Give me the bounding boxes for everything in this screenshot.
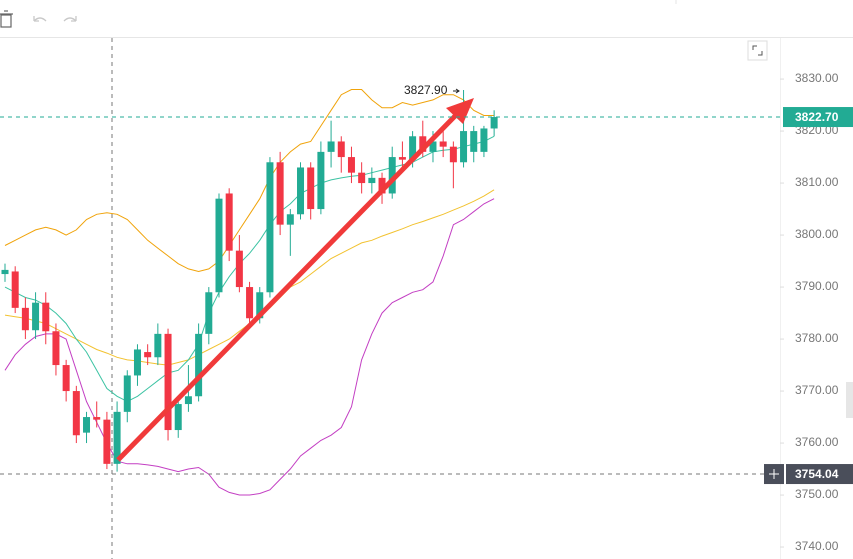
- undo-button[interactable]: [33, 16, 47, 22]
- candle-body: [368, 177, 376, 184]
- candle-body: [460, 131, 468, 163]
- y-tick-label: 3790.00: [795, 279, 839, 293]
- high-arrow: [453, 88, 460, 94]
- crosshair-price-label: 3754.04: [795, 467, 839, 481]
- y-tick-label: 3760.00: [795, 435, 839, 449]
- candle-body: [235, 250, 243, 288]
- candle-body: [276, 162, 284, 225]
- candle-body: [337, 141, 345, 158]
- candle-body: [205, 292, 213, 334]
- indicator-line: [4, 135, 495, 403]
- candle-body: [42, 302, 50, 332]
- candle-body: [32, 302, 40, 331]
- candle-body: [62, 365, 70, 392]
- candle-body: [215, 198, 223, 293]
- candle-body: [490, 117, 498, 129]
- y-tick-label: 3740.00: [795, 539, 839, 553]
- candle-body: [378, 177, 386, 194]
- candle-body: [52, 331, 60, 366]
- y-tick-label: 3780.00: [795, 331, 839, 345]
- indicator-line: [4, 189, 495, 366]
- y-tick-label: 3830.00: [795, 71, 839, 85]
- candle-body: [449, 146, 457, 163]
- candle-body: [174, 404, 182, 431]
- candle-body: [439, 141, 447, 147]
- candle-body: [184, 396, 192, 405]
- candle-body: [103, 419, 111, 464]
- candle-body: [347, 157, 355, 173]
- last-price-box: [783, 107, 853, 128]
- candle-body: [21, 307, 29, 331]
- last-price-label: 3822.70: [795, 110, 839, 124]
- candle-body: [307, 167, 315, 210]
- candle-body: [480, 128, 488, 152]
- candle-body: [398, 157, 406, 160]
- candle-body: [470, 131, 478, 152]
- candle-body: [429, 141, 437, 152]
- high-label: 3827.90: [404, 83, 448, 97]
- indicator-line: [4, 198, 495, 496]
- y-tick-label: 3810.00: [795, 175, 839, 189]
- candle-body: [409, 136, 417, 160]
- candle-body: [164, 333, 172, 431]
- side-handle[interactable]: [846, 382, 853, 418]
- candle-body: [286, 214, 294, 225]
- y-tick-label: 3750.00: [795, 487, 839, 501]
- candle-body: [72, 391, 80, 436]
- candle-body: [419, 136, 427, 152]
- candle-body: [358, 172, 366, 184]
- indicator-line: [4, 89, 495, 273]
- candle-body: [327, 141, 335, 152]
- delete-button[interactable]: [0, 10, 13, 28]
- y-tick-label: 3770.00: [795, 383, 839, 397]
- candle-body: [195, 333, 203, 397]
- fullscreen-button[interactable]: [747, 40, 768, 61]
- candle-body: [246, 287, 254, 319]
- candle-body: [11, 271, 19, 308]
- redo-button[interactable]: [63, 16, 77, 22]
- crosshair-price-box: [786, 464, 853, 485]
- y-tick-label: 3800.00: [795, 227, 839, 241]
- candle-body: [1, 269, 9, 275]
- candle-body: [93, 417, 101, 420]
- trend-arrow-head: [446, 98, 474, 124]
- candle-body: [154, 333, 162, 358]
- candle-body: [123, 375, 131, 412]
- candle-body: [297, 167, 305, 215]
- candle-body: [133, 349, 141, 376]
- candle-body: [388, 157, 396, 194]
- candle-body: [225, 193, 233, 251]
- candle-body: [317, 151, 325, 210]
- candle-body: [113, 411, 121, 464]
- trend-arrow: [116, 111, 460, 462]
- candle-body: [144, 352, 152, 358]
- candle-body: [83, 417, 91, 433]
- crosshair-plus: [769, 469, 779, 480]
- candle-body: [256, 292, 264, 319]
- candle-body: [266, 162, 274, 293]
